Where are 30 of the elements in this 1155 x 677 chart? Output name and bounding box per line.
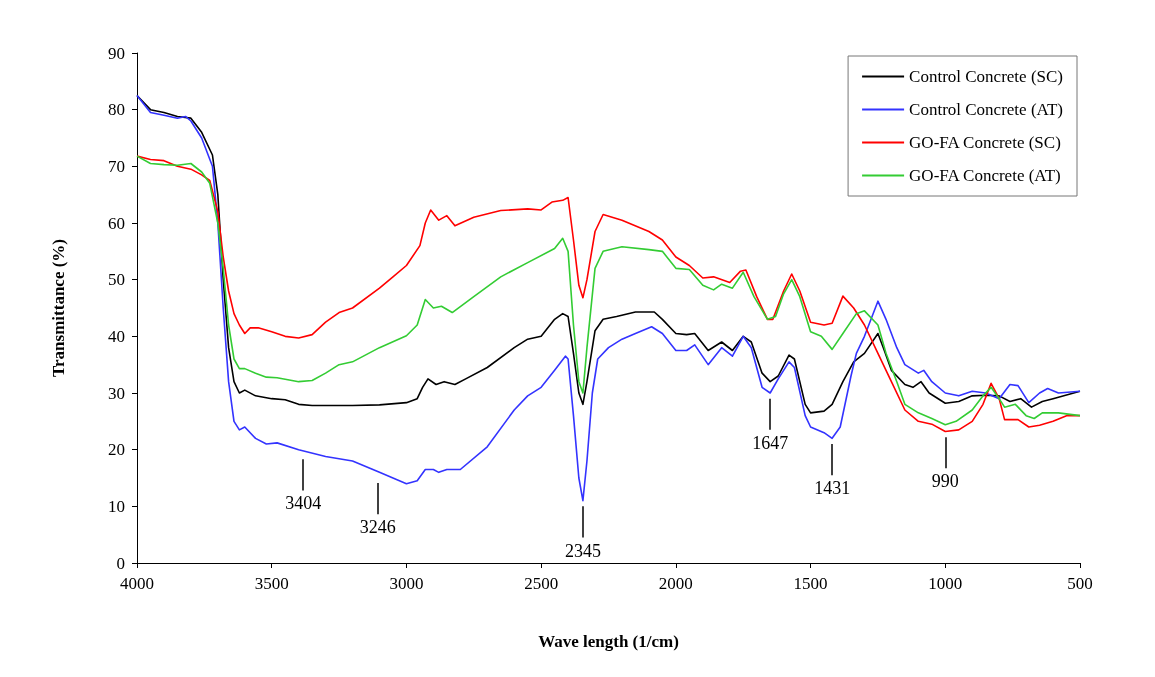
y-tick-label: 20 [108, 440, 125, 460]
y-tick-label: 40 [108, 326, 125, 346]
annotation: 990 [931, 471, 959, 492]
x-axis-title: Wave length (1/cm) [538, 632, 679, 651]
legend-label: Control Concrete (SC) [909, 67, 1063, 86]
y-tick-label: 60 [108, 213, 125, 233]
y-axis-title: Transmittance (%) [49, 238, 68, 378]
annotation: 3246 [359, 517, 396, 538]
x-tick-label: 1500 [793, 574, 828, 593]
annotation: 2345 [564, 540, 601, 561]
x-tick-label: 1000 [928, 574, 963, 593]
x-tick-label: 2500 [524, 574, 559, 593]
y-tick-label: 90 [108, 43, 125, 63]
legend-label: GO-FA Concrete (SC) [909, 133, 1061, 152]
annotation: 1431 [814, 478, 851, 499]
y-tick-label: 10 [108, 496, 125, 516]
y-tick-label: 0 [116, 553, 125, 573]
x-tick-label: 500 [1067, 574, 1093, 593]
annotation: 1647 [752, 432, 789, 453]
y-tick-label: 80 [108, 100, 125, 120]
x-tick-label: 3500 [254, 574, 289, 593]
y-tick-label: 70 [108, 156, 125, 176]
x-tick-label: 2000 [658, 574, 693, 593]
legend-label: Control Concrete (AT) [909, 100, 1063, 119]
x-tick-label: 4000 [120, 574, 154, 593]
annotation: 3404 [285, 493, 322, 514]
x-tick-label: 3000 [389, 574, 424, 593]
y-tick-label: 30 [108, 383, 125, 403]
legend-label: GO-FA Concrete (AT) [909, 166, 1061, 185]
y-tick-label: 50 [108, 270, 125, 290]
